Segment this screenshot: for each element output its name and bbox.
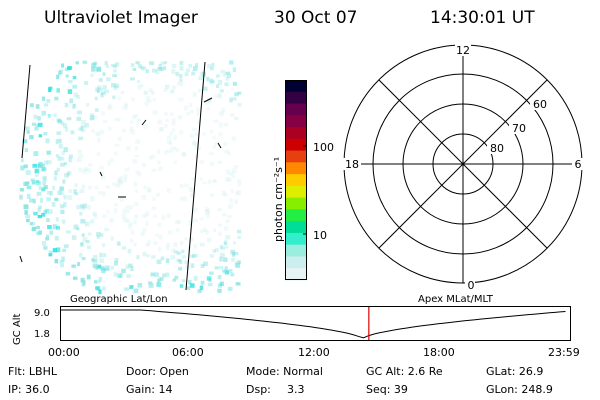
polar-diagonal — [378, 79, 548, 249]
image-edge-line — [185, 61, 206, 291]
uv-emission-dots — [19, 60, 242, 295]
timeline-xtick: 23:59 — [548, 346, 580, 359]
status-door: Door: Open — [126, 365, 189, 378]
colorbar-segment — [285, 174, 307, 187]
timeline-ylabel: GC Alt — [12, 313, 23, 345]
colorbar-segment — [285, 91, 307, 105]
status-filter: Flt: LBHL — [8, 365, 57, 378]
status-dsp-value: 3.3 — [287, 383, 305, 396]
status-seq: Seq: 39 — [366, 383, 408, 396]
instrument-title: Ultraviolet Imager — [44, 8, 198, 28]
mlat-label-70: 70 — [512, 122, 526, 135]
colorbar-unit-label: photon cm⁻²s⁻¹ — [272, 156, 285, 242]
colorbar-segment — [285, 256, 307, 269]
geographic-label: Geographic Lat/Lon — [70, 294, 168, 305]
colorbar-segment — [285, 197, 307, 210]
date-label: 30 Oct 07 — [274, 8, 358, 28]
colorbar-segment — [285, 268, 307, 281]
polar-mlat-mlt-plot: 12 18 6 0 60 70 80 — [343, 44, 584, 292]
colorbar-tick-label: 100 — [313, 141, 334, 154]
uv-image-panel — [19, 60, 242, 295]
timeline-xtick: 18:00 — [423, 346, 455, 359]
altitude-timeline — [60, 306, 571, 341]
status-glon: GLon: 248.9 — [486, 383, 553, 396]
colorbar-segment — [285, 162, 307, 175]
mlat-label-80: 80 — [490, 142, 504, 155]
mlat-label-60: 60 — [533, 98, 547, 111]
timeline-xtick: 12:00 — [298, 346, 330, 359]
mlt-label-6: 6 — [575, 158, 582, 171]
altitude-curve — [60, 309, 566, 339]
status-glat: GLat: 26.9 — [486, 365, 544, 378]
mlt-label-18: 18 — [345, 158, 359, 171]
colorbar-segment — [285, 103, 307, 116]
colorbar-segment — [285, 185, 307, 199]
colorbar-segment — [285, 115, 307, 128]
colorbar-segment — [285, 150, 307, 163]
status-gain: Gain: 14 — [126, 383, 173, 396]
mlt-label-12: 12 — [456, 44, 470, 57]
time-label: 14:30:01 UT — [430, 8, 535, 28]
colorbar-segment — [285, 80, 307, 93]
timeline-ytick: 9.0 — [34, 308, 50, 319]
status-dsp-label: Dsp: — [246, 383, 271, 396]
status-mode: Mode: Normal — [246, 365, 323, 378]
apex-label: Apex MLat/MLT — [418, 294, 493, 305]
status-ip: IP: 36.0 — [8, 383, 50, 396]
colorbar-segment — [285, 221, 307, 234]
colorbar-segment — [285, 232, 307, 246]
status-gc-alt: GC Alt: 2.6 Re — [366, 365, 443, 378]
timeline-ytick: 1.8 — [34, 329, 50, 340]
mlt-label-0: 0 — [468, 279, 475, 292]
colorbar-segment — [285, 138, 307, 152]
colorbar-segment — [285, 244, 307, 257]
colorbar — [285, 80, 307, 281]
timeline-xtick: 06:00 — [172, 346, 204, 359]
timeline-xtick: 00:00 — [48, 346, 80, 359]
colorbar-segment — [285, 127, 307, 140]
colorbar-segment — [285, 209, 307, 222]
colorbar-tick-label: 10 — [313, 229, 327, 242]
image-edge-line — [21, 64, 31, 159]
